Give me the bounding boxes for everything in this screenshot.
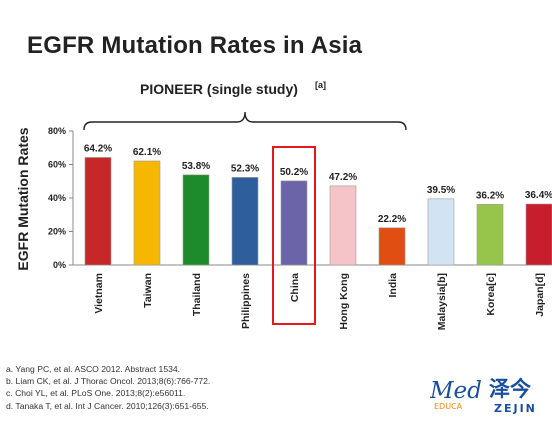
page-title: EGFR Mutation Rates in Asia [27,32,363,59]
reference-d: d. Tanaka T, et al. Int J Cancer. 2010;1… [6,400,209,411]
y-tick-label: 80% [48,126,66,136]
pioneer-bracket [83,111,407,131]
bar [329,185,357,266]
x-tick-label: Malaysia[b] [436,273,448,330]
data-label: 53.8% [182,161,210,172]
references: a. Yang PC, et al. ASCO 2012. Abstract 1… [6,363,210,412]
logo-sub-right-text: ZEJIN [494,402,537,415]
data-label: 39.5% [427,185,455,196]
x-tick-label: Korea[c] [485,273,497,316]
data-label: 64.2% [84,143,112,154]
data-label: 50.2% [280,167,308,178]
x-tick-label: Thailand [191,273,203,316]
bar [427,198,455,266]
data-label: 47.2% [329,172,357,183]
reference-c: c. Choi YL, et al. PLoS One. 2013;8(2):e… [6,388,186,399]
x-tick-label: India [387,273,399,298]
x-tick-label: Philippines [240,273,252,329]
data-label: 52.3% [231,163,259,174]
x-tick-label: Taiwan [142,273,154,308]
data-label: 36.4% [525,190,552,201]
x-tick-label: Hong Kong [338,273,350,330]
logo-sub-left-text: EDUCA [434,402,463,411]
y-tick-label: 0% [53,260,66,270]
data-label: 22.2% [378,214,406,225]
data-label: 36.2% [476,190,504,201]
bar [525,203,552,266]
bar [133,160,161,266]
bar [280,180,308,266]
y-tick-label: 20% [48,227,66,237]
bar-chart: 0% 20% 40% 60% 80% PIONEER (single study) [a]… [15,80,552,330]
bar [378,227,406,266]
bar [84,157,112,266]
x-tick-label: China [289,273,301,302]
bracket-label: PIONEER (single study) [140,81,298,97]
logo-cjk-text: 泽今 [489,377,531,401]
highlight-box [272,146,316,325]
bar [476,204,504,266]
bar [182,174,210,266]
data-label: 62.1% [133,147,161,158]
y-tick-label: 60% [48,160,66,170]
y-tick-label: 40% [48,193,66,203]
reference-b: b. Liam CK, et al. J Thorac Oncol. 2013;… [6,376,211,387]
x-tick-label: Japan[d] [534,273,546,317]
y-axis-label: EGFR Mutation Rates [15,127,31,270]
bar [231,177,259,266]
med-zejin-logo: Med 泽今 EDUCA ZEJIN [430,377,537,415]
reference-a: a. Yang PC, et al. ASCO 2012. Abstract 1… [6,364,181,374]
x-tick-label: Vietnam [93,273,105,314]
bracket-superscript: [a] [315,80,326,90]
logo-latin-text: Med [430,378,482,404]
